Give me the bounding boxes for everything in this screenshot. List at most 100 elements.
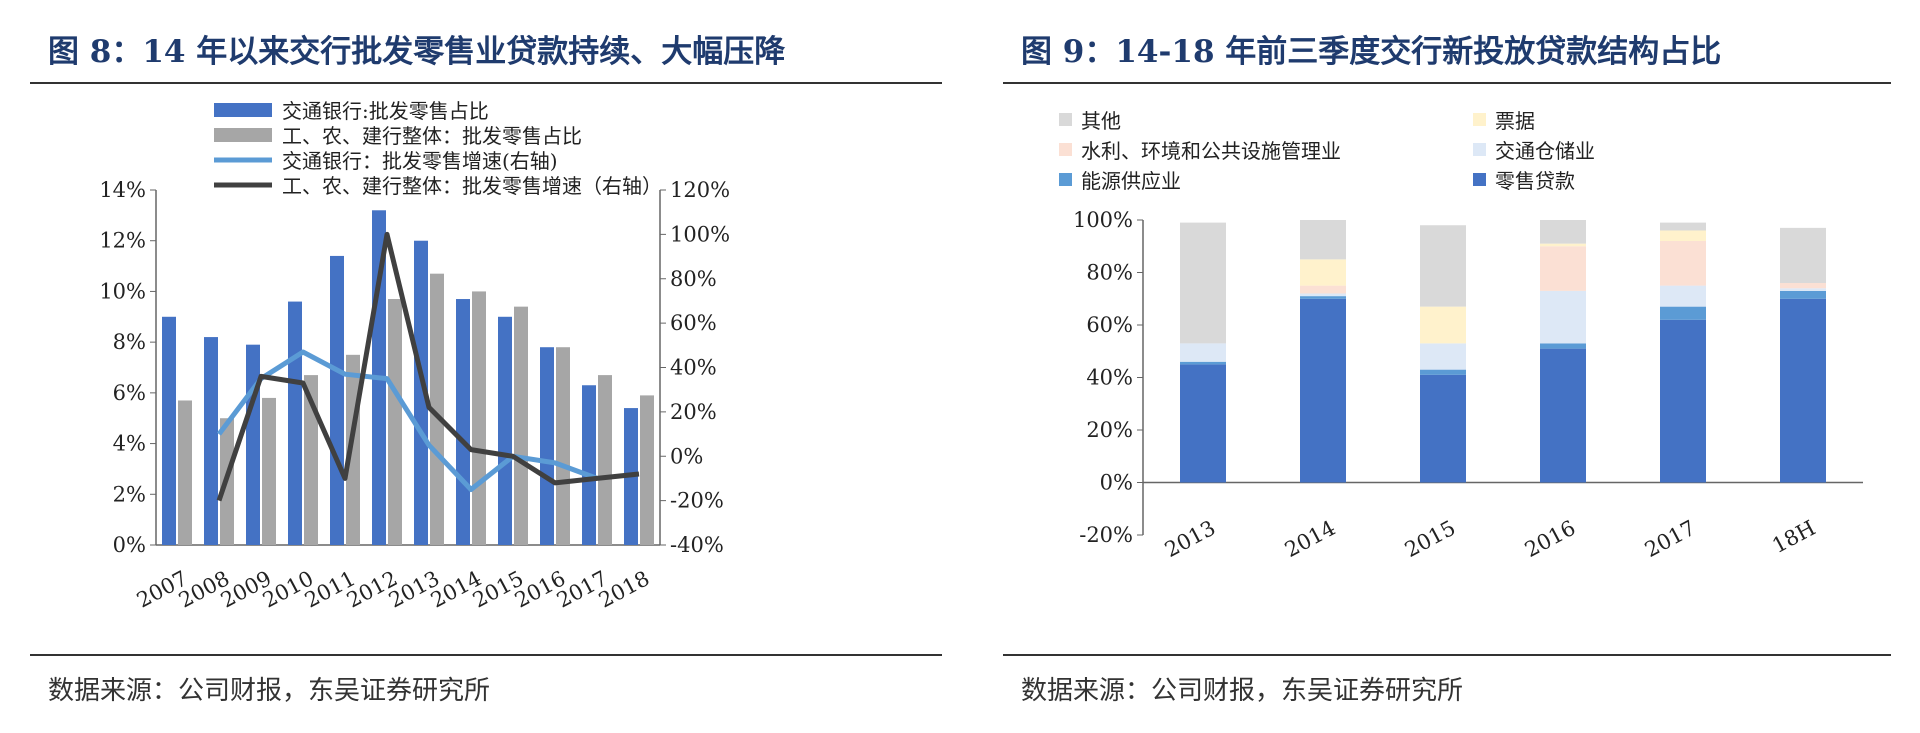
stack-0-18H	[1780, 298, 1826, 483]
legend-label-0: 零售贷款	[1495, 169, 1575, 193]
legend-swatch-0	[214, 103, 272, 117]
stack-1-2016	[1540, 343, 1586, 349]
stack-2-2014	[1300, 293, 1346, 297]
stack-2-18H	[1780, 288, 1826, 291]
stack-3-2017	[1660, 241, 1706, 286]
x-tick-label: 2016	[1521, 516, 1579, 562]
bar-bocom-2015	[498, 316, 512, 545]
stack-3-2016	[1540, 246, 1586, 291]
top-rule	[30, 82, 942, 84]
legend-swatch-4	[1473, 113, 1486, 126]
y-right-tick-label: 0%	[670, 444, 703, 468]
legend-swatch-1	[214, 128, 272, 142]
y-right-tick-label: 20%	[670, 400, 717, 424]
stack-1-2013	[1180, 361, 1226, 365]
stack-3-2014	[1300, 285, 1346, 294]
stack-5-18H	[1780, 227, 1826, 283]
y-right-tick-label: 120%	[670, 178, 730, 202]
line-series-3	[216, 231, 640, 502]
stack-5-2017	[1660, 222, 1706, 231]
bar-bocom-2017	[582, 385, 596, 545]
x-tick-label: 2015	[1401, 516, 1459, 562]
bar-big3-2014	[472, 291, 486, 545]
stack-5-2015	[1420, 225, 1466, 307]
legend-label-5: 其他	[1081, 109, 1121, 133]
stack-0-2014	[1300, 298, 1346, 483]
bar-bocom-2009	[246, 344, 260, 545]
y-right-tick-label: -40%	[670, 533, 724, 557]
legend-label-2: 交通银行：批发零售增速(右轴)	[282, 149, 558, 173]
x-tick-label: 2013	[1161, 516, 1219, 562]
stack-0-2015	[1420, 374, 1466, 483]
stack-0-2013	[1180, 364, 1226, 483]
bar-big3-2017	[598, 375, 612, 545]
stack-5-2014	[1300, 220, 1346, 260]
stack-2-2015	[1420, 343, 1466, 370]
figure-8-chart: 14% 12% 10% 8% 6% 4% 2% 0% 120% 100% 80% 60% 40% 20% 0…	[99, 99, 730, 613]
bar-bocom-2008	[204, 337, 218, 545]
bar-big3-2015	[514, 306, 528, 545]
y-left-tick-label: 10%	[99, 279, 146, 303]
bar-big3-2018	[640, 395, 654, 545]
y-left-tick-label: 8%	[113, 330, 146, 354]
y-tick-label: 0%	[1100, 471, 1133, 495]
legend-swatch-0	[1473, 173, 1486, 186]
bar-bocom-2013	[414, 240, 428, 545]
legend-label-3: 水利、环境和公共设施管理业	[1081, 139, 1341, 163]
stack-0-2017	[1660, 319, 1706, 483]
bar-big3-2007	[178, 400, 192, 545]
figure-9-chart: 100% 80% 60% 40% 20% 0% -20% 2013 2014 2015 2016 20…	[1059, 109, 1863, 562]
bar-big3-2012	[388, 299, 402, 545]
y-tick-label: 80%	[1086, 261, 1133, 285]
stack-1-2015	[1420, 369, 1466, 375]
legend-label-3: 工、农、建行整体：批发零售增速（右轴）	[282, 174, 662, 198]
legend-swatch-3	[1059, 143, 1072, 156]
y-tick-label: 60%	[1086, 313, 1133, 337]
legend-swatch-2	[1473, 143, 1486, 156]
stack-5-2013	[1180, 222, 1226, 344]
figure-8-title: 图 8：14 年以来交行批发零售业贷款持续、大幅压降	[48, 34, 786, 70]
legend-label-0: 交通银行:批发零售占比	[282, 99, 489, 123]
bar-bocom-2007	[162, 316, 176, 545]
y-left-tick-label: 14%	[99, 178, 146, 202]
bottom-rule	[1003, 654, 1891, 656]
stack-1-2014	[1300, 296, 1346, 299]
bar-bocom-2010	[288, 301, 302, 545]
y-right-tick-label: 60%	[670, 311, 717, 335]
figure-9-title: 图 9：14-18 年前三季度交行新投放贷款结构占比	[1021, 34, 1722, 70]
bar-bocom-2014	[456, 299, 470, 545]
top-rule	[1003, 82, 1891, 84]
line-series-2	[217, 349, 598, 492]
y-left-tick-label: 6%	[113, 381, 146, 405]
bar-bocom-2016	[540, 347, 554, 545]
stack-4-2015	[1420, 306, 1466, 344]
stack-4-2014	[1300, 259, 1346, 286]
stack-2-2017	[1660, 285, 1706, 307]
legend-label-1: 能源供应业	[1081, 169, 1181, 193]
bar-big3-2013	[430, 273, 444, 545]
y-tick-label: 20%	[1086, 418, 1133, 442]
legend-swatch-5	[1059, 113, 1072, 126]
bar-big3-2009	[262, 397, 276, 545]
x-tick-label: 2014	[1281, 516, 1339, 562]
stack-1-18H	[1780, 290, 1826, 299]
x-tick-label: 18H	[1768, 516, 1819, 558]
legend-label-1: 工、农、建行整体：批发零售占比	[282, 124, 582, 148]
bar-big3-2010	[304, 375, 318, 545]
y-tick-label: -20%	[1079, 523, 1133, 547]
y-tick-label: 40%	[1086, 366, 1133, 390]
panel-figure-9: 图 9：14-18 年前三季度交行新投放贷款结构占比 100% 80% 60% 40%…	[1003, 0, 1891, 733]
stack-4-2017	[1660, 230, 1706, 241]
stack-1-2017	[1660, 306, 1706, 320]
legend-swatch-1	[1059, 173, 1072, 186]
y-right-tick-label: 40%	[670, 356, 717, 380]
panel-figure-8: 图 8：14 年以来交行批发零售业贷款持续、大幅压降 14% 12% 10% 8% 6%…	[30, 0, 942, 733]
stack-2-2013	[1180, 343, 1226, 362]
legend-label-4: 票据	[1495, 109, 1535, 133]
y-right-tick-label: 80%	[670, 267, 717, 291]
stack-2-2016	[1540, 290, 1586, 344]
legend-label-2: 交通仓储业	[1495, 139, 1595, 163]
stack-3-18H	[1780, 283, 1826, 289]
figure-9-source: 数据来源：公司财报，东吴证券研究所	[1021, 676, 1464, 706]
bar-big3-2016	[556, 347, 570, 545]
